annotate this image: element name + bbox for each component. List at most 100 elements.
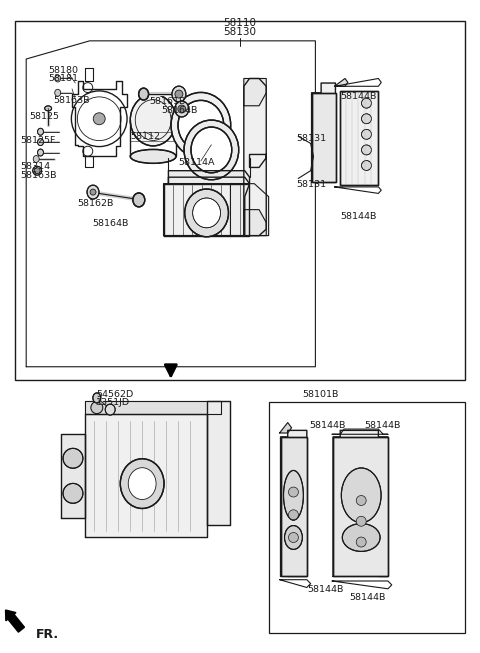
Bar xyxy=(281,437,307,577)
Circle shape xyxy=(361,98,372,108)
Ellipse shape xyxy=(128,468,156,500)
Circle shape xyxy=(361,145,372,155)
Polygon shape xyxy=(168,170,250,183)
Text: 58314: 58314 xyxy=(21,163,50,171)
Circle shape xyxy=(356,496,366,505)
Text: 1351JD: 1351JD xyxy=(96,398,130,407)
Text: 58162B: 58162B xyxy=(78,199,114,208)
Ellipse shape xyxy=(93,393,101,403)
Bar xyxy=(340,91,378,185)
Ellipse shape xyxy=(191,127,232,173)
Text: 58180: 58180 xyxy=(48,65,78,74)
Text: 58144B: 58144B xyxy=(309,421,346,430)
Polygon shape xyxy=(244,78,266,106)
Ellipse shape xyxy=(342,524,380,551)
Polygon shape xyxy=(61,434,85,518)
Text: 58163B: 58163B xyxy=(21,170,57,180)
Polygon shape xyxy=(333,430,388,577)
Ellipse shape xyxy=(184,120,239,180)
Text: 58144B: 58144B xyxy=(364,421,400,430)
Circle shape xyxy=(288,510,299,520)
Ellipse shape xyxy=(105,404,115,415)
Ellipse shape xyxy=(37,149,44,156)
Text: 58164B: 58164B xyxy=(92,219,129,229)
Ellipse shape xyxy=(120,459,164,509)
Text: 58131: 58131 xyxy=(296,180,326,189)
Ellipse shape xyxy=(171,93,231,158)
Circle shape xyxy=(34,168,40,174)
Polygon shape xyxy=(281,430,307,577)
Ellipse shape xyxy=(284,470,303,520)
Circle shape xyxy=(356,537,366,547)
Polygon shape xyxy=(206,401,230,524)
Text: 58163B: 58163B xyxy=(53,96,89,105)
Ellipse shape xyxy=(130,94,176,146)
Ellipse shape xyxy=(87,185,99,199)
Ellipse shape xyxy=(185,189,228,237)
Ellipse shape xyxy=(172,86,186,102)
Circle shape xyxy=(178,105,186,113)
Circle shape xyxy=(288,487,299,497)
Ellipse shape xyxy=(37,138,44,146)
Bar xyxy=(281,437,307,577)
Circle shape xyxy=(63,483,83,503)
Bar xyxy=(312,93,336,182)
Ellipse shape xyxy=(45,106,52,111)
Text: 58125F: 58125F xyxy=(21,136,56,146)
Polygon shape xyxy=(85,401,221,414)
Text: 58144B: 58144B xyxy=(307,585,343,594)
Text: 58112: 58112 xyxy=(130,132,160,141)
Polygon shape xyxy=(335,78,348,86)
Circle shape xyxy=(361,161,372,170)
Polygon shape xyxy=(230,183,269,236)
Ellipse shape xyxy=(139,88,149,100)
Ellipse shape xyxy=(33,167,42,175)
Bar xyxy=(340,91,378,185)
Text: 58131: 58131 xyxy=(296,134,326,143)
Bar xyxy=(15,21,465,380)
Ellipse shape xyxy=(178,101,224,150)
Polygon shape xyxy=(244,78,266,236)
Bar xyxy=(333,437,388,577)
Circle shape xyxy=(361,129,372,139)
Ellipse shape xyxy=(130,150,176,163)
Text: 58130: 58130 xyxy=(224,27,256,37)
Circle shape xyxy=(63,449,83,468)
Text: 58114A: 58114A xyxy=(178,159,215,167)
FancyArrow shape xyxy=(6,610,24,632)
Circle shape xyxy=(288,533,299,543)
Polygon shape xyxy=(312,83,336,182)
Text: FR.: FR. xyxy=(36,628,59,641)
Polygon shape xyxy=(244,210,266,236)
Polygon shape xyxy=(164,177,250,236)
Text: 58144B: 58144B xyxy=(340,212,377,221)
Circle shape xyxy=(175,90,183,98)
Text: 58144B: 58144B xyxy=(350,594,386,602)
Ellipse shape xyxy=(133,193,145,207)
Circle shape xyxy=(356,517,366,526)
Text: 54562D: 54562D xyxy=(96,390,133,398)
Text: 58125: 58125 xyxy=(29,112,59,121)
Text: 58144B: 58144B xyxy=(340,91,377,101)
Bar xyxy=(269,402,465,633)
Ellipse shape xyxy=(175,101,189,117)
Polygon shape xyxy=(280,422,291,433)
Circle shape xyxy=(361,114,372,123)
Ellipse shape xyxy=(285,526,302,549)
Polygon shape xyxy=(85,414,206,537)
Text: 58181: 58181 xyxy=(48,74,78,83)
Circle shape xyxy=(90,189,96,195)
Ellipse shape xyxy=(55,75,60,82)
Text: 58110: 58110 xyxy=(224,18,256,27)
Ellipse shape xyxy=(192,198,220,228)
Ellipse shape xyxy=(55,89,60,96)
Text: 58161B: 58161B xyxy=(149,97,186,106)
Circle shape xyxy=(93,113,105,125)
Text: 58164B: 58164B xyxy=(161,106,198,115)
Ellipse shape xyxy=(341,468,381,522)
Text: 58101B: 58101B xyxy=(302,390,338,398)
Ellipse shape xyxy=(33,155,39,163)
Polygon shape xyxy=(164,183,249,236)
Ellipse shape xyxy=(37,128,44,135)
Bar xyxy=(333,437,388,577)
